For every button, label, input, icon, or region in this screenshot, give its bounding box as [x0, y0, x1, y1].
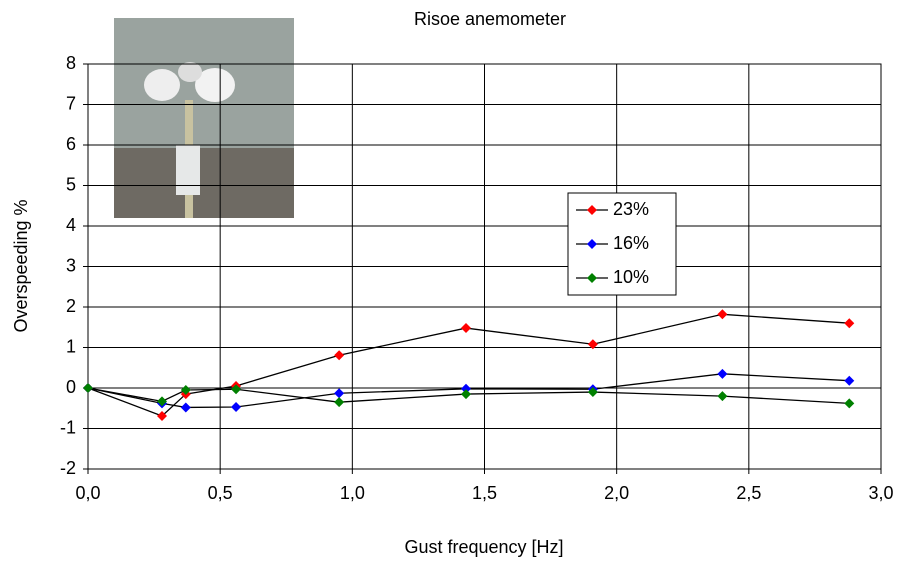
- data-point: [180, 402, 191, 413]
- data-point: [844, 318, 855, 329]
- data-point: [231, 402, 242, 413]
- data-point: [334, 397, 345, 408]
- data-point: [460, 389, 471, 400]
- legend-label: 16%: [613, 233, 649, 253]
- data-point: [334, 350, 345, 361]
- data-point: [334, 388, 345, 399]
- y-tick-label: 7: [66, 93, 76, 113]
- y-tick-label: 1: [66, 336, 76, 356]
- y-tick-label: -1: [60, 417, 76, 437]
- data-point: [460, 383, 471, 394]
- x-tick-label: 2,5: [736, 483, 761, 503]
- legend-marker: [587, 273, 597, 283]
- data-point: [460, 323, 471, 334]
- y-axis-label: Overspeeding %: [11, 199, 31, 332]
- x-tick-label: 3,0: [868, 483, 893, 503]
- y-tick-label: 4: [66, 215, 76, 235]
- legend-marker: [587, 239, 597, 249]
- y-tick-label: -2: [60, 458, 76, 478]
- plot-frame: [87, 63, 882, 470]
- y-tick-label: 6: [66, 134, 76, 154]
- y-tick-label: 2: [66, 296, 76, 316]
- data-point: [231, 384, 242, 395]
- x-tick-label: 1,0: [340, 483, 365, 503]
- y-tick-label: 5: [66, 174, 76, 194]
- legend-marker: [587, 205, 597, 215]
- data-point: [83, 383, 93, 393]
- data-point: [717, 368, 728, 379]
- legend-label: 23%: [613, 199, 649, 219]
- y-tick-label: 0: [66, 377, 76, 397]
- photo-inset: [114, 18, 294, 218]
- data-point: [157, 410, 168, 421]
- data-point: [587, 387, 598, 398]
- data-point: [587, 339, 598, 350]
- y-tick-label: 3: [66, 255, 76, 275]
- data-point: [717, 391, 728, 402]
- legend-label: 10%: [613, 267, 649, 287]
- x-tick-label: 1,5: [472, 483, 497, 503]
- data-point: [180, 385, 191, 396]
- data-point: [717, 309, 728, 320]
- data-point: [844, 398, 855, 409]
- y-tick-label: 8: [66, 53, 76, 73]
- x-axis-label: Gust frequency [Hz]: [404, 537, 563, 557]
- x-tick-label: 2,0: [604, 483, 629, 503]
- x-tick-label: 0,5: [208, 483, 233, 503]
- data-point: [157, 396, 168, 407]
- data-point: [844, 375, 855, 386]
- chart-title: Risoe anemometer: [414, 9, 566, 29]
- x-tick-label: 0,0: [75, 483, 100, 503]
